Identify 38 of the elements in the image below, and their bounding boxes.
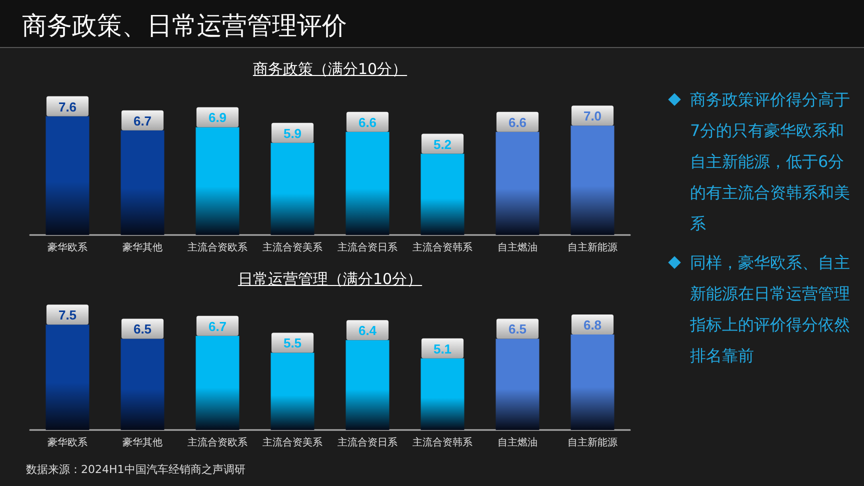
text: 商务政策评价得分高于7分的只有豪华欧系和自主新能源，低于6分的有主流合资韩系和美系 [690,90,850,233]
source-note: 数据来源：2024H1中国汽车经销商之声调研 [26,462,246,477]
x-tick-label: 自主燃油 [498,436,538,448]
x-tick-label: 主流合资美系 [262,436,322,448]
data-label: 6.6 [508,114,527,130]
data-label: 6.8 [583,317,602,332]
data-label: 6.5 [508,322,527,337]
data-label: 5.2 [433,136,452,152]
data-label: 6.4 [358,323,378,338]
x-tick-label: 主流合资韩系 [412,242,472,254]
chart-title: 商务政策（满分10分） [252,59,408,80]
x-tick-label: 豪华欧系 [48,242,88,254]
x-tick-label: 自主燃油 [498,242,538,254]
x-tick-label: 主流合资日系 [338,436,398,448]
data-label: 7.5 [58,308,77,323]
x-tick-label: 自主新能源 [568,436,618,448]
data-label: 6.7 [133,113,152,128]
data-label: 7.6 [58,99,77,114]
data-label: 5.5 [283,336,302,351]
x-tick-label: 主流合资欧系 [188,242,248,254]
data-label: 6.9 [208,110,227,126]
text: 商务政策、日常运营管理评价 [0,0,864,48]
data-label: 5.1 [433,341,452,356]
data-label: 5.9 [283,126,302,141]
x-tick-label: 自主新能源 [568,242,618,254]
x-tick-label: 豪华其他 [122,436,162,448]
x-tick-label: 豪华欧系 [48,436,88,448]
text: 同样，豪华欧系、自主新能源在日常运营管理指标上的评价得分依然排名靠前 [690,253,850,365]
x-tick-label: 主流合资韩系 [412,436,472,448]
x-tick-label: 主流合资美系 [262,242,322,254]
chart-title: 日常运营管理（满分10分） [236,269,424,290]
data-label: 7.0 [583,108,602,124]
x-tick-label: 豪华其他 [122,242,162,254]
data-label: 6.5 [133,322,152,337]
data-label: 6.7 [208,318,227,334]
data-label: 6.6 [358,114,377,130]
x-tick-label: 主流合资日系 [338,242,398,254]
x-tick-label: 主流合资欧系 [188,436,248,448]
